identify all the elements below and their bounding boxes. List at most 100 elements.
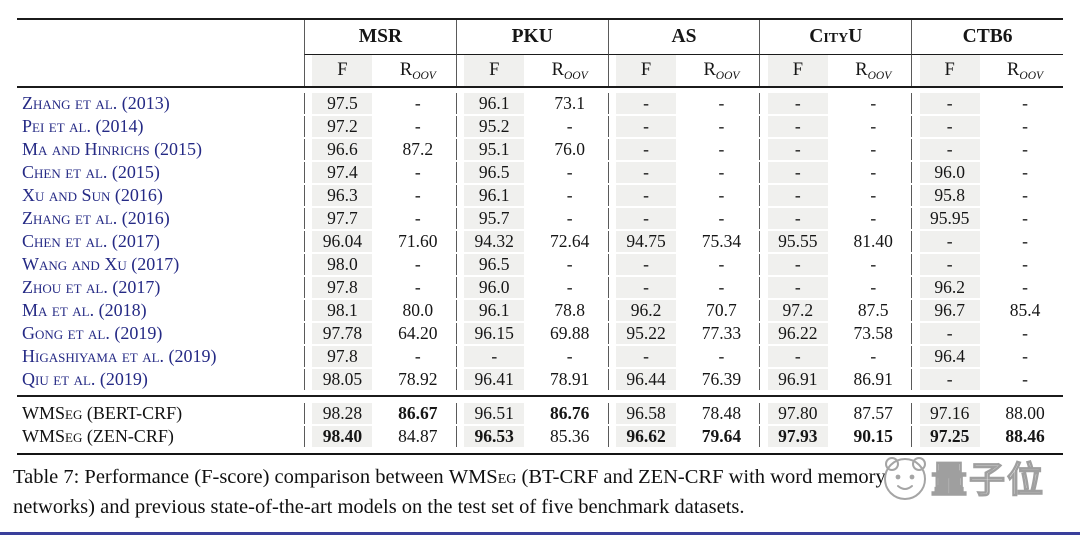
citation-link[interactable]: Gong et al. (2019) xyxy=(22,323,163,343)
value-cell: - xyxy=(759,116,836,137)
dataset-group-header: PKU xyxy=(455,20,608,55)
value-cell: - xyxy=(414,208,421,228)
value-cell: - xyxy=(566,346,573,366)
citation-link[interactable]: Zhang et al. (2013) xyxy=(22,93,170,113)
value-cell: - xyxy=(911,231,988,252)
value-cell: - xyxy=(607,93,684,114)
value-cell: - xyxy=(1022,277,1028,297)
citation-link[interactable]: Zhang et al. (2016) xyxy=(22,208,170,228)
value-cell: 90.15 xyxy=(853,426,893,446)
table-row: WMSeg (ZEN-CRF) 98.40 84.87 96.53 85.36 96.62… xyxy=(17,425,1063,448)
table-row: Gong et al. (2019) 97.78 64.20 96.15 69.88 95… xyxy=(17,322,1063,345)
value-cell: 81.40 xyxy=(853,231,893,251)
roov-column-header: R OOV xyxy=(399,60,436,82)
value-cell: - xyxy=(870,277,877,297)
value-cell: 96.0 xyxy=(911,162,988,183)
value-cell: 96.04 xyxy=(304,231,380,252)
f-column-header: F xyxy=(304,55,380,86)
citation-link[interactable]: Ma and Hinrichs (2015) xyxy=(22,139,203,159)
value-cell: - xyxy=(1022,231,1028,251)
citation-link[interactable]: Pei et al. (2014) xyxy=(22,116,144,136)
corner-cell xyxy=(17,20,304,55)
table-header-row: MSR PKU AS CityU CTB6 xyxy=(17,18,1063,55)
value-cell: - xyxy=(870,208,877,228)
value-cell: - xyxy=(1022,323,1028,343)
f-column-header: F xyxy=(759,55,836,86)
value-cell: 96.6 xyxy=(304,139,380,160)
value-cell: 97.16 xyxy=(911,403,988,424)
value-cell: - xyxy=(718,93,725,113)
value-cell: 97.8 xyxy=(304,346,380,367)
roov-column-header: R OOV xyxy=(551,60,588,82)
table-row: Zhou et al. (2017) 97.8 - 96.0 - - - - - 96.2 - xyxy=(17,276,1063,299)
value-cell: - xyxy=(414,277,421,297)
value-cell: 98.28 xyxy=(304,403,380,424)
value-cell: 95.95 xyxy=(911,208,988,229)
model-label: WMSeg (ZEN-CRF) xyxy=(22,426,174,446)
value-cell: - xyxy=(607,116,684,137)
table-row: Ma and Hinrichs (2015) 96.6 87.2 95.1 76.0 - -… xyxy=(17,138,1063,161)
value-cell: 94.32 xyxy=(455,231,532,252)
table-row: Xu and Sun (2016) 96.3 - 96.1 - - - - - 95.8 - xyxy=(17,184,1063,207)
table-bottom-rule xyxy=(17,453,1063,455)
table-row: Pei et al. (2014) 97.2 - 95.2 - - - - - - - xyxy=(17,115,1063,138)
citation-link[interactable]: Chen et al. (2017) xyxy=(22,231,160,251)
value-cell: 85.36 xyxy=(549,426,590,446)
value-cell: 98.0 xyxy=(304,254,380,275)
dataset-group-header: CTB6 xyxy=(911,20,1063,55)
value-cell: 87.5 xyxy=(857,300,889,320)
value-cell: - xyxy=(414,254,421,274)
value-cell: - xyxy=(870,139,877,159)
value-cell: - xyxy=(607,254,684,275)
value-cell: 71.60 xyxy=(398,231,438,251)
value-cell: - xyxy=(1022,116,1028,136)
value-cell: 88.46 xyxy=(1005,426,1045,446)
dataset-group-header: MSR xyxy=(304,20,456,55)
value-cell: 95.22 xyxy=(607,323,684,344)
value-cell: - xyxy=(759,93,836,114)
value-cell: 95.55 xyxy=(759,231,836,252)
value-cell: - xyxy=(911,369,988,390)
value-cell: 97.8 xyxy=(304,277,380,298)
citation-link[interactable]: Xu and Sun (2016) xyxy=(22,185,163,205)
value-cell: - xyxy=(566,185,573,205)
value-cell: 78.91 xyxy=(549,369,590,389)
value-cell: - xyxy=(566,208,573,228)
value-cell: - xyxy=(718,116,725,136)
value-cell: 95.2 xyxy=(455,116,532,137)
citation-link[interactable]: Ma et al. (2018) xyxy=(22,300,147,320)
citation-link[interactable]: Qiu et al. (2019) xyxy=(22,369,148,389)
value-cell: 96.22 xyxy=(759,323,836,344)
table-row: Higashiyama et al. (2019) 97.8 - - - - - - - 96.4… xyxy=(17,345,1063,368)
value-cell: - xyxy=(718,162,725,182)
value-cell: - xyxy=(718,208,725,228)
citation-link[interactable]: Zhou et al. (2017) xyxy=(22,277,161,297)
f-column-header: F xyxy=(911,55,988,86)
value-cell: - xyxy=(1022,346,1028,366)
value-cell: - xyxy=(870,162,877,182)
value-cell: 96.1 xyxy=(455,185,532,206)
value-cell: 96.4 xyxy=(911,346,988,367)
value-cell: - xyxy=(566,162,573,182)
value-cell: 88.00 xyxy=(1005,403,1045,423)
citation-link[interactable]: Chen et al. (2015) xyxy=(22,162,160,182)
value-cell: - xyxy=(718,185,725,205)
value-cell: 87.57 xyxy=(853,403,893,423)
value-cell: - xyxy=(1022,139,1028,159)
table-row: Zhang et al. (2013) 97.5 - 96.1 73.1 - - - - - - xyxy=(17,92,1063,115)
value-cell: 95.1 xyxy=(455,139,532,160)
value-cell: 75.34 xyxy=(701,231,742,251)
value-cell: 96.2 xyxy=(911,277,988,298)
citation-link[interactable]: Higashiyama et al. (2019) xyxy=(22,346,217,366)
value-cell: 97.93 xyxy=(759,426,836,447)
value-cell: 96.62 xyxy=(607,426,684,447)
caption-wmseg: WMSeg xyxy=(448,466,517,488)
value-cell: 96.3 xyxy=(304,185,380,206)
value-cell: 96.5 xyxy=(455,162,532,183)
value-cell: - xyxy=(870,93,877,113)
citation-link[interactable]: Wang and Xu (2017) xyxy=(22,254,180,274)
value-cell: 96.58 xyxy=(607,403,684,424)
value-cell: - xyxy=(911,116,988,137)
table-row: Ma et al. (2018) 98.1 80.0 96.1 78.8 96.2 70.7… xyxy=(17,299,1063,322)
value-cell: 97.78 xyxy=(304,323,380,344)
